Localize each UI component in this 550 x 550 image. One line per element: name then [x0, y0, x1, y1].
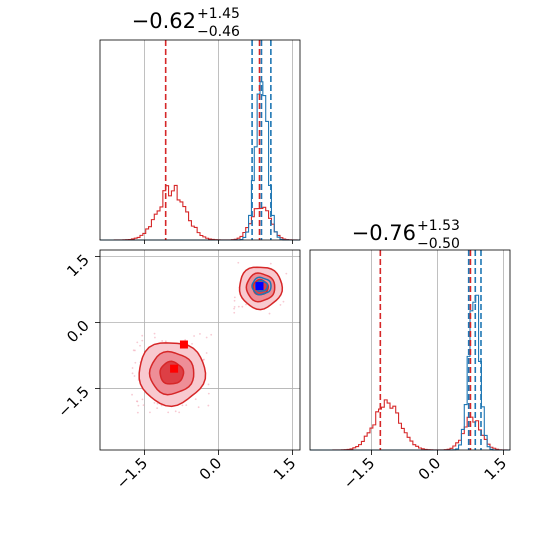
sample-point — [184, 339, 187, 341]
contour-panel-2d — [99, 249, 301, 451]
sample-point — [191, 342, 193, 345]
sample-point — [131, 367, 134, 369]
sample-point — [268, 312, 271, 315]
histogram-blue-param-1 — [100, 81, 300, 241]
sample-point — [181, 404, 184, 407]
histogram-red-param-2 — [310, 399, 511, 451]
frame-right — [309, 249, 511, 451]
sample-point — [137, 404, 140, 407]
tick-labels: −1.5 0.0 1.5 −1.5 0.0 1.5 −1.5 0.0 1.5 — [54, 240, 510, 493]
sample-point — [233, 307, 236, 310]
sample-point — [197, 406, 200, 409]
sample-point — [237, 261, 240, 264]
sample-point — [149, 411, 151, 414]
ytick-label-param-2: 1.5 — [63, 251, 93, 281]
marker-red — [179, 340, 188, 349]
sample-point — [245, 303, 247, 306]
xtick-label-param-1: −1.5 — [113, 454, 151, 492]
sample-point — [178, 411, 181, 414]
sample-point — [199, 333, 201, 335]
xtick-label-param-2: −1.5 — [340, 454, 378, 492]
sample-point — [205, 336, 208, 339]
sample-point — [131, 393, 133, 396]
sample-point — [202, 359, 205, 361]
sample-point — [141, 339, 144, 342]
sample-point — [174, 410, 177, 413]
sample-point — [269, 262, 272, 265]
ytick-label-param-2: −1.5 — [54, 383, 92, 421]
sample-point — [233, 305, 236, 308]
sample-point — [133, 375, 136, 377]
sample-point — [139, 344, 141, 347]
histogram-red-param-1 — [100, 184, 301, 241]
sample-point — [233, 299, 236, 302]
sample-point — [210, 333, 213, 336]
sample-point — [136, 411, 139, 414]
title-param-2-plus: +1.53 — [417, 218, 460, 234]
sample-point — [207, 383, 210, 386]
title-param-1-plus: +1.45 — [197, 6, 240, 22]
xtick-label-param-1: 0.0 — [196, 454, 226, 484]
marker-blue — [255, 282, 264, 291]
frame-top — [99, 39, 301, 241]
title-param-1-minus: −0.46 — [197, 24, 240, 40]
sample-point — [207, 404, 210, 407]
sample-point — [161, 340, 164, 342]
histogram-panel-param-1: −0.62 +1.45 −0.46 — [99, 6, 301, 241]
sample-point — [185, 404, 188, 406]
contour-area — [100, 250, 300, 450]
sample-point — [282, 300, 285, 303]
sample-point — [156, 407, 159, 410]
sample-point — [136, 400, 138, 403]
sample-point — [142, 404, 145, 407]
sample-point — [233, 311, 236, 314]
title-param-2-median: −0.76 — [352, 221, 416, 245]
title-param-2-minus: −0.50 — [417, 236, 460, 252]
sample-point — [207, 392, 210, 395]
ytick-label-param-2: 0.0 — [63, 317, 93, 347]
xtick-label-param-2: 0.0 — [415, 454, 445, 484]
contour-blue — [251, 276, 272, 296]
sample-point — [194, 398, 197, 401]
sample-point — [233, 296, 236, 299]
sample-point — [136, 341, 139, 344]
sample-point — [134, 349, 136, 352]
sample-point — [131, 372, 134, 375]
histogram-panel-param-2: −0.76 +1.53 −0.50 — [309, 218, 511, 451]
sample-point — [167, 411, 170, 414]
sample-point — [285, 272, 288, 275]
xtick-label-param-2: 1.5 — [481, 454, 511, 484]
sample-point — [241, 305, 244, 308]
sample-point — [279, 304, 282, 306]
histogram-blue-param-2 — [310, 294, 510, 451]
sample-point — [156, 402, 159, 405]
sample-point — [153, 332, 156, 335]
sample-point — [141, 334, 144, 337]
marker-red — [170, 364, 179, 373]
sample-point — [193, 335, 195, 337]
sample-point — [153, 401, 156, 404]
sample-point — [164, 340, 167, 343]
sample-point — [237, 305, 240, 308]
sample-point — [154, 336, 156, 339]
title-param-1-median: −0.62 — [132, 9, 196, 33]
sample-point — [205, 352, 208, 354]
xtick-label-param-1: 1.5 — [270, 454, 300, 484]
frame-2d — [99, 249, 301, 451]
sample-point — [141, 398, 144, 401]
sample-point — [134, 361, 137, 364]
